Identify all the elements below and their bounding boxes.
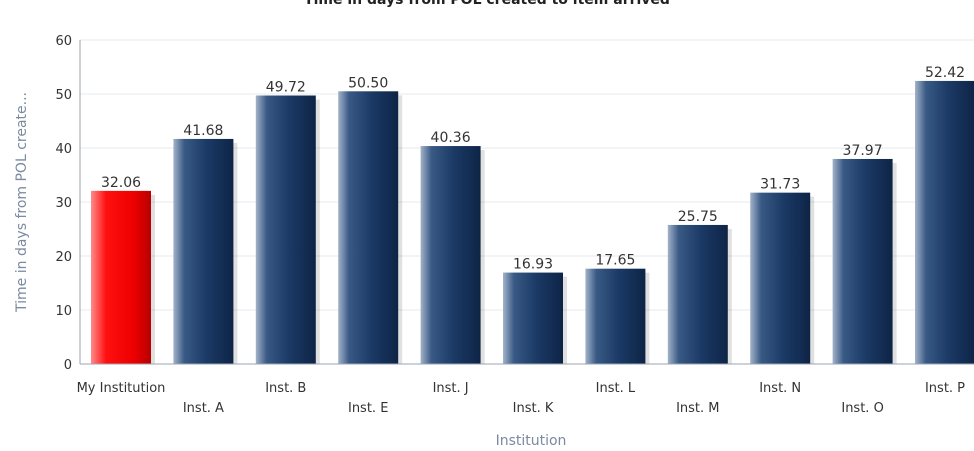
x-tick-label: Inst. O	[841, 401, 883, 416]
y-tick-label: 20	[55, 250, 72, 265]
data-label: 16.93	[513, 257, 553, 273]
data-label: 52.42	[925, 65, 965, 81]
bar-inst-l	[585, 268, 646, 364]
x-tick-label: Inst. M	[676, 401, 719, 416]
data-label: 50.50	[348, 75, 388, 91]
bar-inst-b	[255, 95, 316, 365]
data-label: 49.72	[266, 80, 306, 96]
y-axis-title: Time in days from POL create...	[14, 92, 30, 313]
bar-inst-o	[832, 158, 893, 364]
y-tick-label: 40	[55, 142, 72, 157]
bar-inst-a	[173, 138, 234, 364]
bar-inst-p	[915, 80, 974, 364]
data-label: 25.75	[678, 209, 718, 225]
data-labels: 32.06 41.68 49.72 50.50 40.36 16.93 17.65 25.75…	[101, 65, 965, 273]
data-label: 17.65	[595, 253, 635, 269]
data-label: 32.06	[101, 175, 141, 191]
x-axis-title: Institution	[496, 433, 567, 449]
x-tick-label: Inst. B	[265, 381, 306, 396]
y-tick-label: 50	[55, 88, 72, 103]
chart-title: Time in days from POL created to item ar…	[304, 0, 670, 8]
data-label: 37.97	[843, 143, 883, 159]
y-tick-label: 60	[55, 34, 72, 49]
data-label: 40.36	[431, 130, 471, 146]
x-tick-label: Inst. A	[183, 401, 224, 416]
bar-inst-e	[338, 91, 399, 365]
data-label: 41.68	[183, 123, 223, 139]
x-tick-label: Inst. L	[596, 381, 636, 396]
bar-inst-k	[503, 272, 563, 364]
bars	[91, 80, 974, 365]
x-tick-label: My Institution	[77, 381, 166, 396]
bar-inst-m	[667, 224, 728, 364]
data-label: 31.73	[760, 177, 800, 193]
bar-my-institution	[91, 190, 151, 364]
x-tick-label: Inst. N	[759, 381, 801, 396]
x-tick-label: Inst. J	[433, 381, 469, 396]
y-tick-label: 10	[55, 304, 72, 319]
bar-inst-j	[420, 146, 481, 364]
x-tick-label: Inst. E	[348, 401, 388, 416]
x-tick-label: Inst. P	[925, 381, 965, 396]
y-tick-label: 30	[55, 196, 72, 211]
bar-inst-n	[750, 192, 811, 364]
x-axis-ticks: My Institution Inst. A Inst. B Inst. E Inst.…	[77, 381, 966, 416]
y-axis-ticks: 0 10 20 30 40 50 60	[55, 34, 72, 373]
y-tick-label: 0	[64, 358, 72, 373]
x-tick-label: Inst. K	[513, 401, 554, 416]
